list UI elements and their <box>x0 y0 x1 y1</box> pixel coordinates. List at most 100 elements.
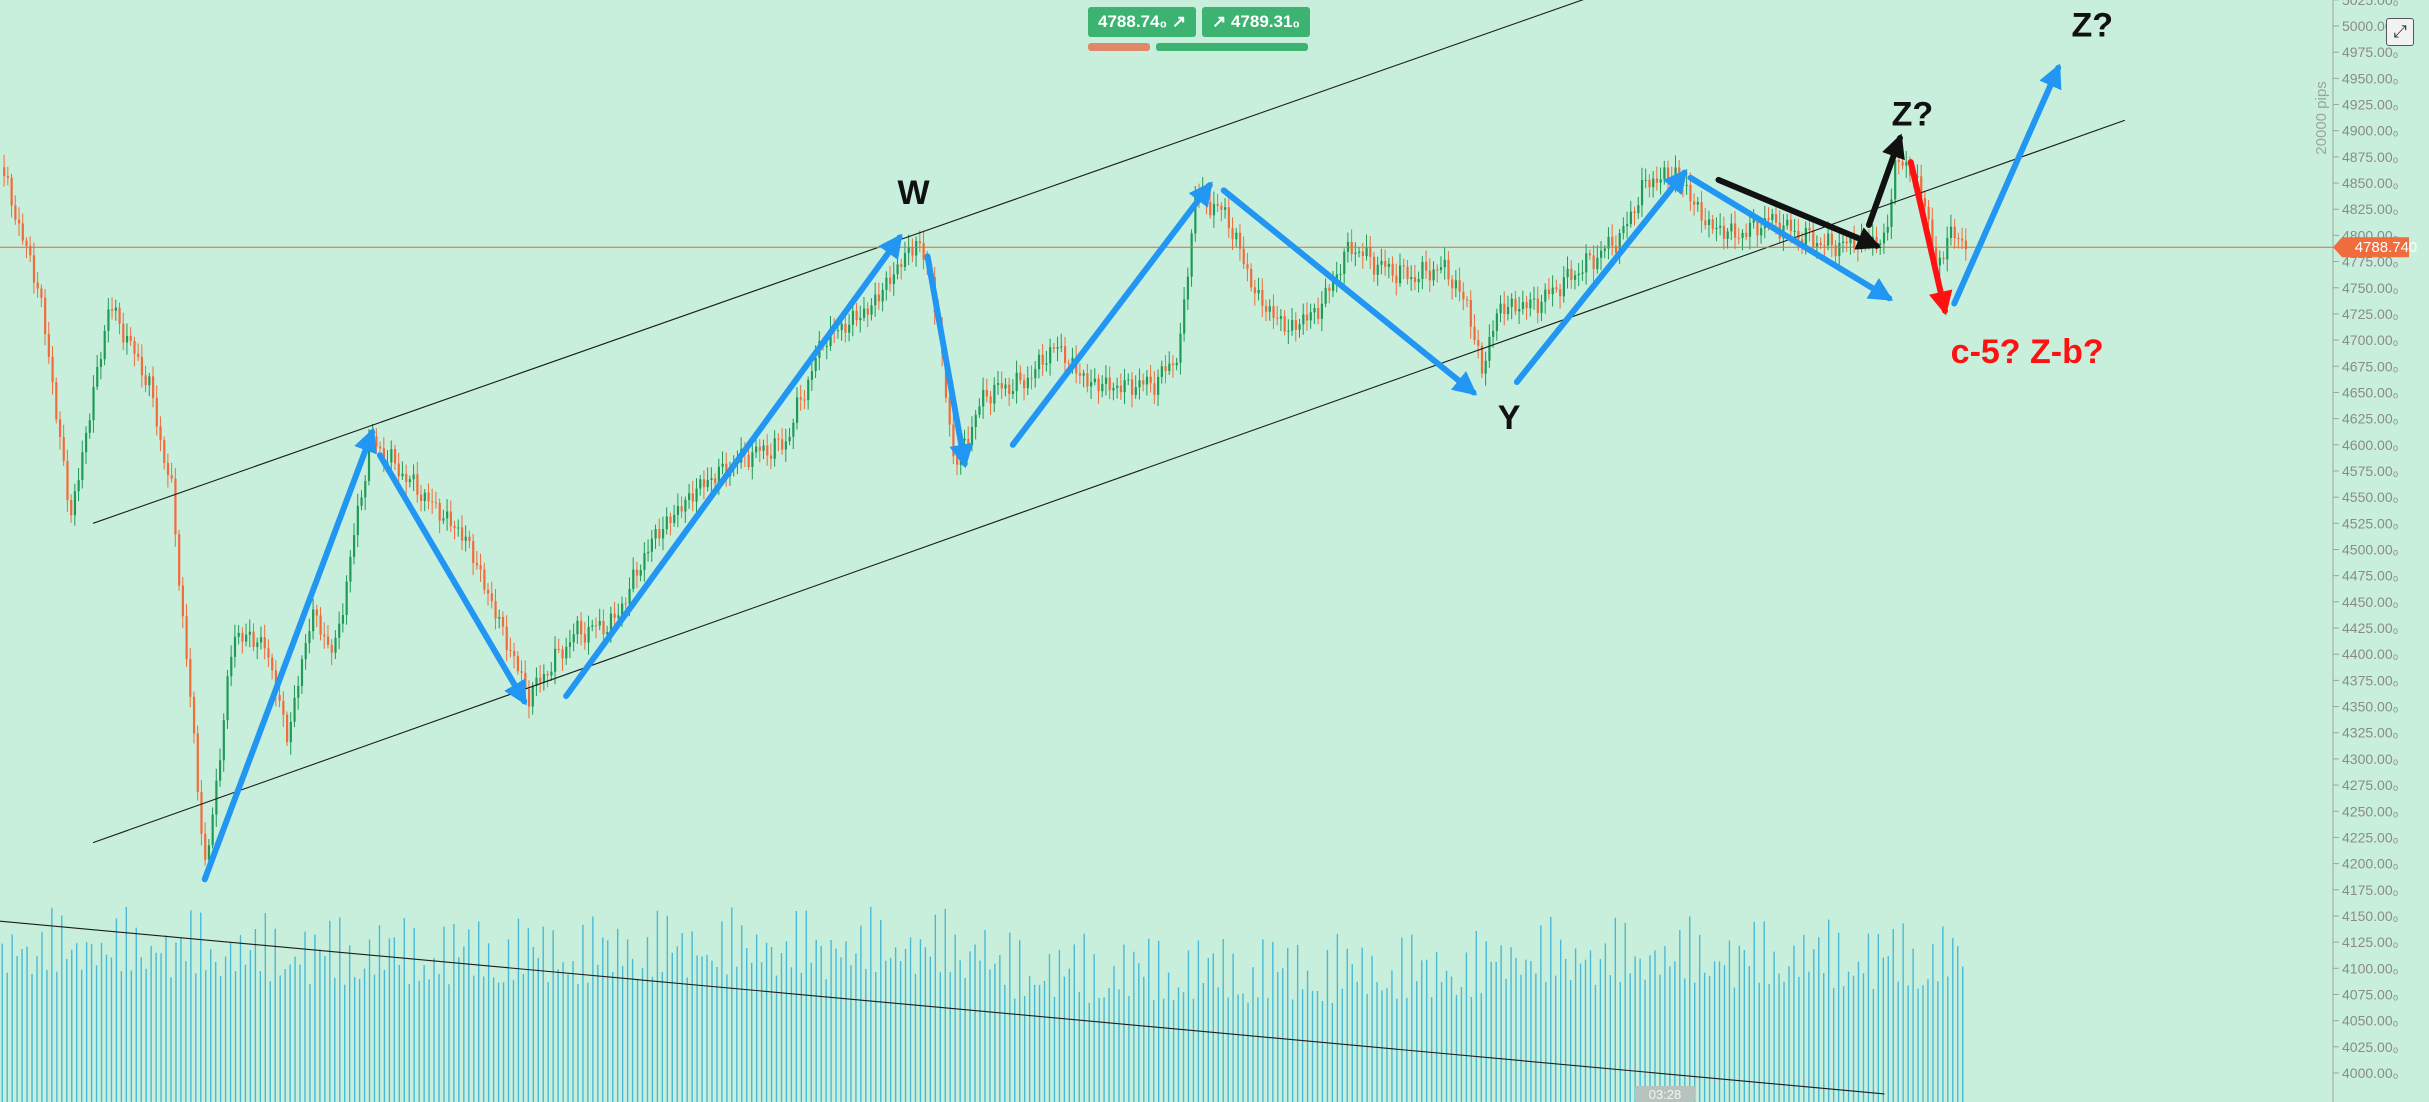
candle-body <box>1369 246 1372 257</box>
candle-body <box>1808 227 1811 231</box>
volume-bar <box>1703 972 1706 1102</box>
candle-body <box>1719 225 1722 228</box>
volume-bar <box>1629 973 1631 1102</box>
volume-bar <box>378 925 381 1102</box>
y-tick-label: 4325.00₀ <box>2342 725 2399 741</box>
volume-bar <box>1907 985 1909 1102</box>
candle-body <box>379 446 382 449</box>
volume-bar <box>1123 944 1125 1102</box>
candle-body <box>825 346 828 348</box>
candle-body <box>1063 346 1067 363</box>
candle-body <box>472 541 475 563</box>
candle-body <box>758 446 761 451</box>
candle-body <box>1633 211 1636 214</box>
y-tick-label: 4900.00₀ <box>2342 123 2399 139</box>
candle-body <box>784 441 788 450</box>
y-tick-label: 4700.00₀ <box>2342 332 2399 348</box>
candle-body <box>1454 280 1458 289</box>
bid-price-button[interactable]: 4788.74₀ ↗ <box>1088 7 1197 37</box>
volume-bar <box>1058 950 1061 1102</box>
volume-bar <box>1927 979 1929 1102</box>
ask-price-button[interactable]: ↗ 4789.31₀ <box>1202 7 1311 37</box>
volume-bar <box>1068 968 1071 1102</box>
volume-bar <box>1609 975 1612 1102</box>
volume-bar <box>1505 978 1507 1102</box>
volume-bar <box>1291 999 1294 1102</box>
candle-body <box>769 455 773 459</box>
expand-button[interactable]: ⤢ <box>2386 18 2414 46</box>
volume-bar <box>1773 951 1775 1102</box>
candle-body <box>1425 261 1428 271</box>
candle-body <box>881 289 884 302</box>
volume-bar <box>1763 921 1765 1102</box>
candle-body <box>985 389 989 397</box>
candle-body <box>1458 280 1461 292</box>
volume-bar <box>1172 1000 1175 1102</box>
candle-body <box>1365 246 1368 257</box>
candle-body <box>293 697 296 722</box>
candle-body <box>1052 347 1056 349</box>
candle-body <box>1097 378 1100 392</box>
candlesticks <box>3 149 1968 873</box>
volume-bar <box>671 952 673 1102</box>
current-price-value: 4788.740 <box>2355 239 2418 256</box>
candle-body <box>1789 219 1793 232</box>
candle-body <box>151 376 155 398</box>
volume-bar <box>1510 947 1512 1102</box>
candle-body <box>1447 259 1450 280</box>
volume-bar <box>894 947 897 1102</box>
volume-bar <box>100 942 103 1102</box>
candle-body <box>181 585 184 617</box>
candle-body <box>725 463 728 477</box>
volume-bar <box>21 948 23 1102</box>
candle-body <box>1722 225 1726 239</box>
candle-body <box>807 379 810 401</box>
volume-bar <box>1832 987 1835 1102</box>
volume-bar <box>1698 934 1701 1102</box>
volume-bar <box>1242 993 1244 1102</box>
volume-bar <box>1708 975 1711 1102</box>
candle-body <box>163 440 166 463</box>
candle-body <box>1130 379 1134 395</box>
volume-bar <box>299 964 301 1102</box>
volume-bar <box>919 939 922 1102</box>
volume-bar <box>1232 953 1234 1102</box>
candle-body <box>1797 230 1800 240</box>
volume-bar <box>904 948 907 1102</box>
volume-bar <box>621 965 624 1102</box>
pip-scale-label: 20000 pips <box>2313 81 2330 154</box>
volume-bar <box>532 946 535 1102</box>
candle-body <box>747 454 750 467</box>
volume-bar <box>507 939 510 1102</box>
candle-body <box>1171 363 1175 366</box>
volume-bar <box>1952 938 1954 1102</box>
volume-bar <box>661 971 664 1102</box>
candle-body <box>170 475 173 479</box>
candle-body <box>185 616 188 659</box>
volume-bar <box>845 941 847 1102</box>
volume-bar <box>1837 932 1840 1102</box>
volume-bar <box>1842 986 1845 1102</box>
candle-body <box>1399 265 1402 284</box>
volume-bar <box>1019 940 1021 1102</box>
candle-body <box>795 397 799 423</box>
volume-bar <box>1942 926 1944 1102</box>
candle-body <box>751 452 754 467</box>
candle-body <box>1652 178 1655 188</box>
candle-body <box>1361 251 1364 257</box>
y-tick-label: 4925.00₀ <box>2342 97 2399 113</box>
volume-bar <box>1654 950 1656 1102</box>
pip-scale: 20000 pips <box>2313 12 2334 222</box>
candle-body <box>1451 279 1454 289</box>
candle-body <box>557 648 560 650</box>
volume-bar <box>468 929 470 1102</box>
candle-body <box>6 175 10 178</box>
candle-body <box>1328 287 1331 291</box>
candle-body <box>14 205 17 220</box>
candle-body <box>375 436 378 447</box>
volume-bar <box>736 966 738 1102</box>
candle-body <box>1439 267 1443 270</box>
y-tick-label: 4100.00₀ <box>2342 960 2399 976</box>
